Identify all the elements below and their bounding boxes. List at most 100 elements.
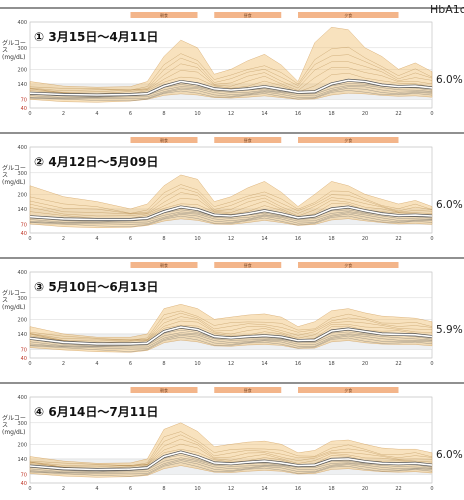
- x-tick-label: 12: [228, 486, 234, 492]
- meal-band-label: 朝食: [160, 12, 168, 18]
- x-tick-label: 0: [430, 486, 433, 492]
- x-tick-label: 0: [430, 111, 433, 117]
- meal-band-label: 夕食: [344, 12, 352, 18]
- x-tick-label: 22: [395, 236, 401, 242]
- y-tick-label: 200: [17, 67, 27, 73]
- glucose-trace-upper: [29, 434, 433, 466]
- x-tick-label: 18: [328, 111, 334, 117]
- y-axis-label: グルコース (mg/dL): [2, 290, 26, 311]
- y-tick-label: 400: [17, 270, 27, 276]
- x-tick-label: 10: [194, 111, 200, 117]
- y-tick-label: 40: [21, 106, 27, 112]
- glucose-trace-lower: [29, 457, 433, 473]
- meal-band-夕食: [298, 137, 399, 143]
- glucose-trace-lower: [29, 462, 433, 477]
- glucose-trace-upper: [29, 46, 433, 91]
- meal-band-label: 夕食: [344, 137, 352, 143]
- x-tick-label: 14: [261, 236, 267, 242]
- y-tick-label: 300: [17, 296, 27, 302]
- glucose-trace-upper: [29, 54, 433, 92]
- x-tick-label: 16: [295, 486, 301, 492]
- meal-band-朝食: [130, 387, 198, 393]
- meal-band-label: 夕食: [344, 387, 352, 393]
- x-tick-label: 6: [129, 111, 132, 117]
- glucose-trace-upper: [29, 72, 433, 96]
- glucose-trace-lower: [29, 333, 433, 348]
- glucose-trace-lower: [29, 459, 433, 473]
- x-tick-label: 16: [295, 236, 301, 242]
- x-tick-label: 4: [95, 361, 98, 367]
- meal-band-label: 昼食: [244, 137, 252, 143]
- x-tick-label: 6: [129, 486, 132, 492]
- x-tick-label: 0: [430, 361, 433, 367]
- x-tick-label: 12: [228, 236, 234, 242]
- x-tick-label: 22: [395, 361, 401, 367]
- glucose-trace-lower: [29, 460, 433, 475]
- meal-band-夕食: [298, 262, 399, 268]
- meal-band-label: 朝食: [160, 387, 168, 393]
- y-tick-label: 70: [21, 97, 27, 103]
- x-tick-label: 8: [162, 361, 165, 367]
- y-axis-label: グルコース (mg/dL): [2, 165, 26, 186]
- median-line: [29, 79, 433, 96]
- glucose-trace-upper: [29, 310, 433, 341]
- hba1c-value: 6.0%: [436, 199, 463, 211]
- y-axis-label: グルコース (mg/dL): [2, 40, 26, 61]
- x-tick-label: 4: [95, 111, 98, 117]
- y-tick-label: 400: [17, 20, 27, 26]
- y-tick-label: 70: [21, 222, 27, 228]
- y-tick-label: 70: [21, 347, 27, 353]
- y-tick-label: 40: [21, 231, 27, 237]
- panel-title: ② 4月12日～5月09日: [34, 155, 159, 169]
- x-tick-label: 18: [328, 236, 334, 242]
- meal-band-label: 朝食: [160, 262, 168, 268]
- hba1c-value: 6.0%: [436, 449, 463, 461]
- y-tick-label: 70: [21, 472, 27, 478]
- x-tick-label: 0: [28, 111, 31, 117]
- panel-title: ③ 5月10日～6月13日: [34, 280, 159, 294]
- median-line: [29, 326, 433, 345]
- median-line: [29, 206, 433, 221]
- hba1c-value: 6.0%: [436, 74, 463, 86]
- x-tick-label: 16: [295, 361, 301, 367]
- y-tick-label: 140: [17, 457, 27, 463]
- glucose-trace-upper: [29, 438, 433, 468]
- x-tick-label: 0: [430, 236, 433, 242]
- x-tick-label: 20: [362, 486, 368, 492]
- meal-band-label: 昼食: [244, 12, 252, 18]
- glucose-trace-upper: [29, 431, 433, 467]
- meal-band-朝食: [130, 12, 198, 18]
- y-tick-label: 200: [17, 442, 27, 448]
- x-tick-label: 20: [362, 111, 368, 117]
- x-tick-label: 4: [95, 236, 98, 242]
- glucose-trace-lower: [29, 90, 433, 102]
- x-tick-label: 8: [162, 111, 165, 117]
- meal-band-label: 夕食: [344, 262, 352, 268]
- glucose-trace-upper: [29, 61, 433, 93]
- meal-band-朝食: [130, 262, 198, 268]
- y-tick-label: 140: [17, 332, 27, 338]
- glucose-trace-upper: [29, 198, 433, 217]
- y-tick-label: 200: [17, 192, 27, 198]
- glucose-range-band: [29, 304, 433, 353]
- y-tick-label: 300: [17, 421, 27, 427]
- glucose-trace-lower: [29, 335, 433, 350]
- y-tick-label: 300: [17, 46, 27, 52]
- x-tick-label: 22: [395, 111, 401, 117]
- x-tick-label: 0: [28, 361, 31, 367]
- glucose-trace-upper: [29, 184, 433, 214]
- y-tick-label: 300: [17, 171, 27, 177]
- glucose-trace-lower: [29, 86, 433, 99]
- meal-band-昼食: [214, 262, 282, 268]
- x-tick-label: 6: [129, 361, 132, 367]
- glucose-trace-lower: [29, 212, 433, 224]
- glucose-trace-upper: [29, 320, 433, 344]
- panel-title: ④ 6月14日～7月11日: [34, 405, 159, 419]
- x-tick-label: 12: [228, 111, 234, 117]
- glucose-trace-upper: [29, 67, 433, 95]
- x-tick-label: 2: [62, 361, 65, 367]
- y-axis-label: グルコース (mg/dL): [2, 415, 26, 436]
- hba1c-column-header: HbA1c: [430, 3, 464, 16]
- y-tick-label: 200: [17, 317, 27, 323]
